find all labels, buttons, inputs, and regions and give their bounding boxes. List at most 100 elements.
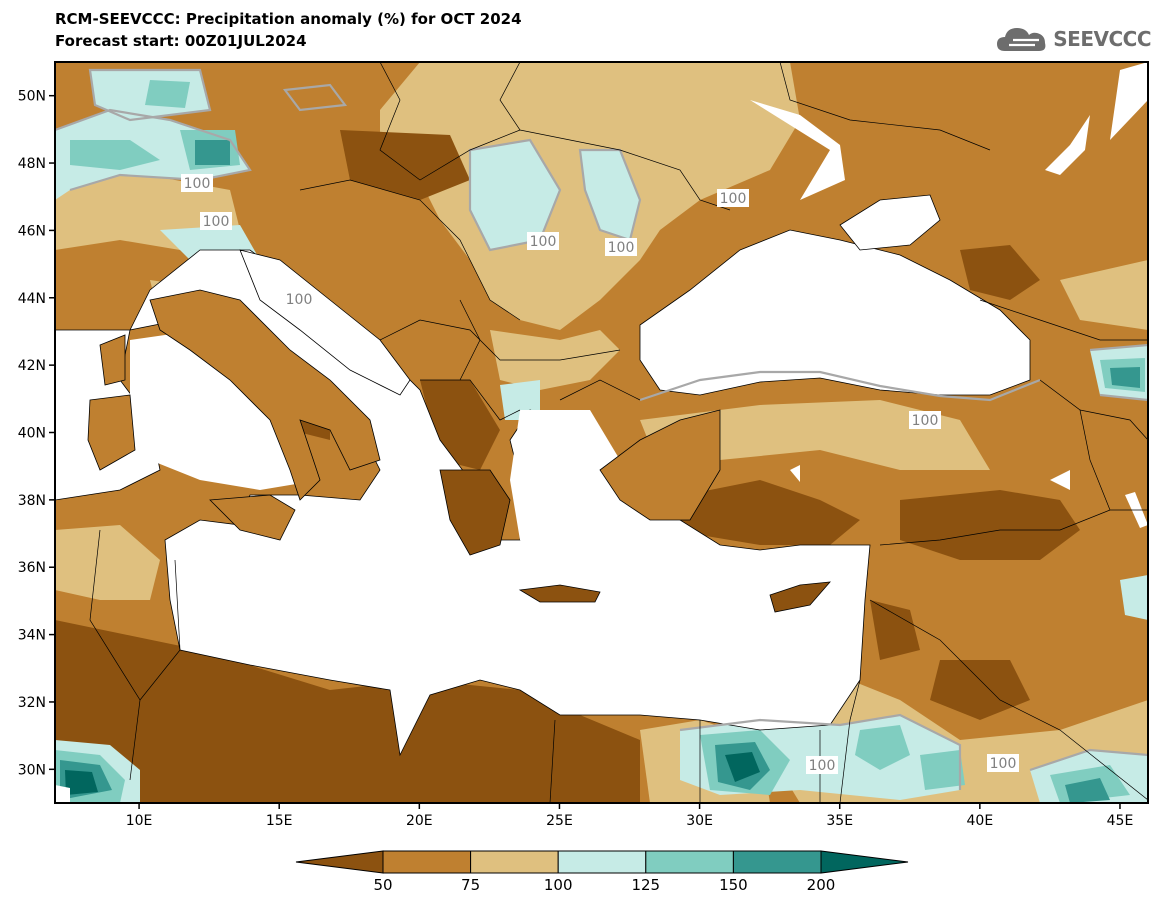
lon-tick-label: 35E (826, 813, 853, 829)
sicily-island (209, 494, 296, 541)
crete-island (518, 584, 601, 603)
tyrrhenian-sea (130, 330, 320, 490)
no-data-patch (790, 465, 800, 482)
anomaly-zone-light-dry (1060, 260, 1148, 330)
contour-label-bg (283, 290, 315, 308)
lat-tick-label: 48N (18, 156, 46, 172)
lat-tick-label: 30N (18, 762, 46, 778)
contour-label-bg (605, 238, 637, 256)
contour-labels: 100 100 100 100 100 100 100 100 100 (181, 174, 1019, 774)
contour-label-bg (717, 189, 749, 207)
colorbar-level-label: 75 (461, 876, 480, 894)
anomaly-zone-very-dry (930, 660, 1030, 720)
adriatic-sea (239, 249, 411, 396)
contour-label-100: 100 (530, 234, 557, 250)
contour-label-bg (200, 212, 232, 230)
longitude-axis: 10E 15E 20E 25E 30E 35E 40E 45E (126, 803, 1134, 829)
lat-tick-label: 44N (18, 291, 46, 307)
lat-tick-label: 40N (18, 426, 46, 442)
anomaly-zone-slightly-wet (580, 150, 640, 240)
anomaly-zone-extreme-wet (725, 752, 760, 782)
no-data-patch (55, 785, 70, 803)
contour-label-bg (987, 754, 1019, 772)
colorbar-segment (470, 850, 559, 874)
latitude-axis: 30N 32N 34N 36N 38N 40N 42N 44N 46N 48N 50N (18, 89, 55, 778)
contour-label-100: 100 (608, 240, 635, 256)
anomaly-zone-very-dry (900, 490, 1080, 560)
contour-label-bg (527, 232, 559, 250)
lat-tick-label: 46N (18, 223, 46, 239)
colorbar-high-extension (820, 850, 909, 874)
colorbar-segment (732, 850, 822, 874)
anomaly-zone-very-dry (55, 620, 640, 803)
anomaly-zone-very-wet (1110, 367, 1140, 388)
lon-tick-label: 20E (406, 813, 433, 829)
colorbar-level-label: 50 (373, 876, 392, 894)
seevccc-logo: SEEVCCC (995, 20, 1151, 58)
lat-tick-label: 50N (18, 89, 46, 105)
colorbar-level-label: 200 (807, 876, 836, 894)
anatolia-coast (599, 409, 721, 521)
cloud-icon (997, 28, 1046, 51)
lon-tick-label: 30E (686, 813, 713, 829)
anomaly-zone-wet (920, 750, 965, 790)
colorbar-segment (645, 850, 734, 874)
italy-peninsula (149, 289, 381, 501)
contour-label-100: 100 (912, 413, 939, 429)
contour-label-bg (806, 756, 838, 774)
anomaly-zone-very-wet (1065, 778, 1110, 803)
aegean-sea (510, 410, 620, 560)
country-borders (89, 62, 1148, 803)
lon-tick-label: 45E (1107, 813, 1134, 829)
contour-label-100: 100 (809, 758, 836, 774)
contour-label-100: 100 (990, 756, 1017, 772)
lat-tick-label: 42N (18, 358, 46, 374)
contour-label-100: 100 (286, 292, 313, 308)
anomaly-zone-wet (70, 140, 160, 170)
logo-text: SEEVCCC (1053, 27, 1151, 51)
contour-label-100: 100 (203, 214, 230, 230)
no-data-patch (1050, 470, 1070, 490)
anomaly-zone-slightly-wet (470, 140, 560, 250)
colorbar-segment (557, 850, 647, 874)
lon-tick-label: 15E (266, 813, 293, 829)
black-sea (639, 229, 1031, 396)
greece-peninsula (439, 469, 511, 556)
colorbar-level-label: 125 (631, 876, 660, 894)
anomaly-zone-wet (145, 80, 190, 108)
colorbar-legend: 50 75 100 125 150 200 (295, 850, 909, 894)
forecast-start-label: Forecast start: 00Z01JUL2024 (55, 32, 307, 50)
anomaly-zone-wet (855, 725, 910, 770)
anomaly-zone-very-wet (195, 140, 230, 165)
colorbar-level-label: 150 (719, 876, 748, 894)
contour-100-lines (55, 68, 1148, 790)
anomaly-zone-very-dry (960, 245, 1040, 300)
lat-tick-label: 32N (18, 695, 46, 711)
contour-label-100: 100 (720, 191, 747, 207)
lon-tick-label: 40E (967, 813, 994, 829)
anomaly-zone-extreme-wet (65, 770, 98, 795)
lon-tick-label: 25E (546, 813, 573, 829)
corsica-island (99, 334, 126, 386)
colorbar-segment (382, 850, 472, 874)
caspian-edge (1110, 62, 1148, 140)
colorbar-low-extension (295, 850, 384, 874)
colorbar-level-label: 100 (544, 876, 573, 894)
anomaly-zone-light-dry (640, 400, 990, 470)
anomaly-zone-very-dry (340, 130, 470, 200)
lon-tick-label: 10E (126, 813, 153, 829)
map-area: 100 100 100 100 100 100 100 100 100 (55, 62, 1148, 803)
sea-of-azov (839, 194, 941, 251)
contour-label-100: 100 (184, 176, 211, 192)
contour-label-bg (181, 174, 213, 192)
no-data-patch (1045, 115, 1090, 175)
sardinia-island (87, 394, 136, 471)
lat-tick-label: 38N (18, 493, 46, 509)
no-data-patch (750, 100, 845, 200)
anomaly-zone-light-dry (55, 525, 160, 600)
anomaly-zone-slightly-wet (1120, 575, 1148, 620)
anomaly-zone-very-dry (660, 480, 860, 545)
contour-label-bg (909, 411, 941, 429)
lat-tick-label: 34N (18, 628, 46, 644)
